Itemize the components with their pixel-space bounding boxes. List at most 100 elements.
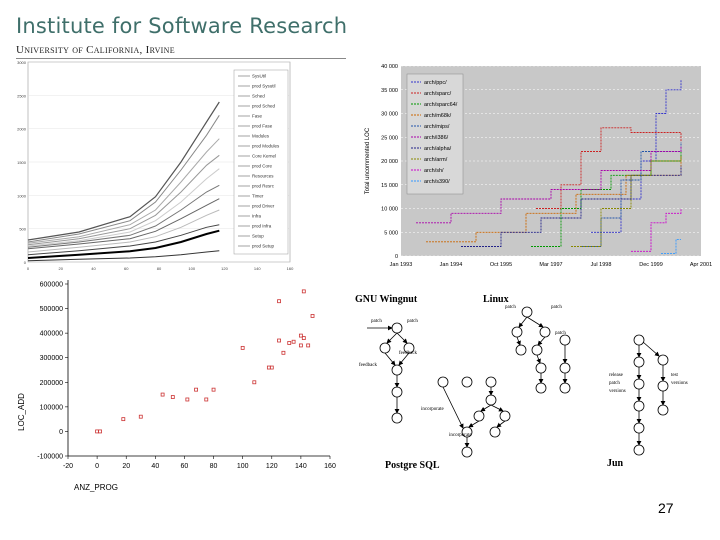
chart1-x-tick-label: 100 <box>188 266 195 271</box>
chart2-y-tick-label: 40 000 <box>381 64 398 70</box>
chart3-y-tick-label: 0 <box>59 429 63 436</box>
chart3-x-tick-label: 120 <box>266 463 278 470</box>
chart3-y-tick-label: 100000 <box>40 404 63 411</box>
gnu-node <box>379 342 391 354</box>
chart2-x-tick-label: Mar 1997 <box>539 262 562 268</box>
chart3-x-ticks: -20 0 20 40 60 80 100 120 140 160 <box>63 456 336 470</box>
chart1-legend-label: prod Sched <box>252 104 276 109</box>
chart3-point <box>301 336 306 340</box>
chart3-point <box>310 314 315 318</box>
chart2-x-tick-label: Oct 1995 <box>490 262 512 268</box>
chart2-series-line <box>531 151 682 247</box>
chart1-y-tick-label: 1000 <box>17 193 27 198</box>
gnu-feedback-label: feedback <box>399 351 418 356</box>
header-divider <box>16 58 346 59</box>
chart1-y-tick-label: 0 <box>24 260 27 265</box>
gnu-wingnut-label: GNU Wingnut <box>355 294 418 305</box>
chart3-y-tick-label: 600000 <box>40 282 63 289</box>
chart2-series-line <box>536 127 682 209</box>
chart2-y-ticks: 0 5 000 10 000 15 000 20 000 25 000 30 000 35 0… <box>381 64 398 260</box>
chart2-y-tick-label: 15 000 <box>381 183 398 189</box>
chart3-ylabel: LOC_ADD <box>17 393 26 431</box>
chart2-legend-label: arch/ppc/ <box>424 80 447 86</box>
chart1-y-tick-label: 3000 <box>17 60 27 65</box>
chart3-point <box>281 350 286 355</box>
chart3-x-tick-label: -20 <box>63 463 73 470</box>
chart3-point <box>240 345 245 350</box>
chart1-series-line <box>27 250 220 262</box>
chart2-x-ticks: Jan 1993 Jan 1994 Oct 1995 Mar 1997 Jul 1998… <box>390 262 712 268</box>
chart1-y-tick-label: 1500 <box>17 160 27 165</box>
chart2-series <box>416 80 682 255</box>
gnu-wingnut-graph <box>367 322 415 424</box>
chart2-y-tick-label: 30 000 <box>381 112 398 118</box>
chart1-y-tick-label: 500 <box>19 227 26 232</box>
chart1-legend-label: prod Setup <box>252 244 275 249</box>
chart1-legend-box <box>233 69 289 255</box>
chart3-point <box>277 338 281 343</box>
institute-title: Institute for Software Research <box>16 14 348 38</box>
chart3-x-tick-label: 140 <box>295 463 307 470</box>
chart1-legend-label: prod Sysutil <box>252 84 276 89</box>
chart1-x-tick-label: 40 <box>91 266 96 271</box>
gnu-node <box>391 386 403 398</box>
chart1-legend-label: SysUtil <box>252 74 266 79</box>
chart3-point <box>211 387 216 392</box>
chart3-point <box>287 341 292 345</box>
chart1-series-line <box>27 115 220 243</box>
chart1-legend-label: Fase <box>252 114 263 119</box>
chart1-series-line <box>27 209 220 253</box>
chart3-x-tick-label: 60 <box>181 463 189 470</box>
chart1-legend: SysUtil prod Sysutil Sched prod Sched Fase pr… <box>238 74 280 249</box>
chart3-point <box>252 380 257 385</box>
chart1-x-tick-label: 120 <box>221 266 228 271</box>
jun-test-versions-label: versions <box>671 381 688 386</box>
chart3-point <box>204 397 209 402</box>
chart3-point <box>138 414 143 419</box>
chart3-x-tick-label: 40 <box>151 463 159 470</box>
chart2-series-line <box>426 156 682 243</box>
chart1-legend-label: Timer <box>252 194 264 199</box>
university-subtitle: University of California, Irvine <box>16 44 175 56</box>
chart1-legend-label: prod Infra <box>252 224 272 229</box>
chart1-legend-label: Core Kernel <box>252 154 276 159</box>
chart2-y-tick-label: 0 <box>395 254 398 260</box>
chart1-y-tick-label: 2000 <box>17 127 27 132</box>
chart2-series-line <box>631 208 682 252</box>
chart2-y-tick-label: 5 000 <box>384 230 398 236</box>
chart3-x-tick-label: 160 <box>324 463 336 470</box>
chart2-y-tick-label: 25 000 <box>381 135 398 141</box>
chart3-x-tick-label: 100 <box>237 463 249 470</box>
linux-patch-label-2: patch <box>551 305 562 310</box>
chart2-y-tick-label: 10 000 <box>381 207 398 213</box>
chart3-point <box>301 289 306 294</box>
chart2-legend-label: arch/s390/ <box>424 179 450 185</box>
chart2-legend-label: arch/alpha/ <box>424 146 452 152</box>
chart3-y-tick-label: -100000 <box>37 454 63 461</box>
jun-versions-label: versions <box>609 389 626 394</box>
pg-incorporate-label-2: incorporate <box>449 433 473 438</box>
linux-label: Linux <box>483 294 509 305</box>
postgresql-label: Postgre SQL <box>385 460 440 471</box>
chart1-series-line <box>27 168 220 247</box>
chart2-x-tick-label: Jan 1993 <box>390 262 413 268</box>
chart2-legend-label: arch/i386/ <box>424 135 449 141</box>
gnu-patch-label: patch <box>371 319 382 324</box>
page-number: 27 <box>658 500 674 516</box>
jun-release-label: release <box>609 373 624 378</box>
chart3-point <box>185 397 190 402</box>
chart3-x-tick-label: 20 <box>122 463 130 470</box>
chart2-legend-label: arch/sparc64/ <box>424 102 458 108</box>
chart1-series-line <box>27 224 220 256</box>
chart1-x-tick-label: 160 <box>287 266 294 271</box>
chart3-y-ticks: -100000 0 100000 200000 300000 400000 500000 60… <box>37 282 68 461</box>
chart3-xlabel: ANZ_PROG <box>74 483 118 492</box>
chart2-legend-label: arch/mips/ <box>424 124 450 130</box>
chart2-x-tick-label: Jul 1998 <box>591 262 612 268</box>
chart1-series-line <box>27 229 220 259</box>
chart2-legend-label: arch/sparc/ <box>424 91 452 97</box>
gnu-node <box>391 412 403 424</box>
gnu-feedback-label-2: feedback <box>359 363 378 368</box>
chart1-legend-label: Modules <box>252 134 270 139</box>
chart2-x-tick-label: Dec 1999 <box>639 262 663 268</box>
